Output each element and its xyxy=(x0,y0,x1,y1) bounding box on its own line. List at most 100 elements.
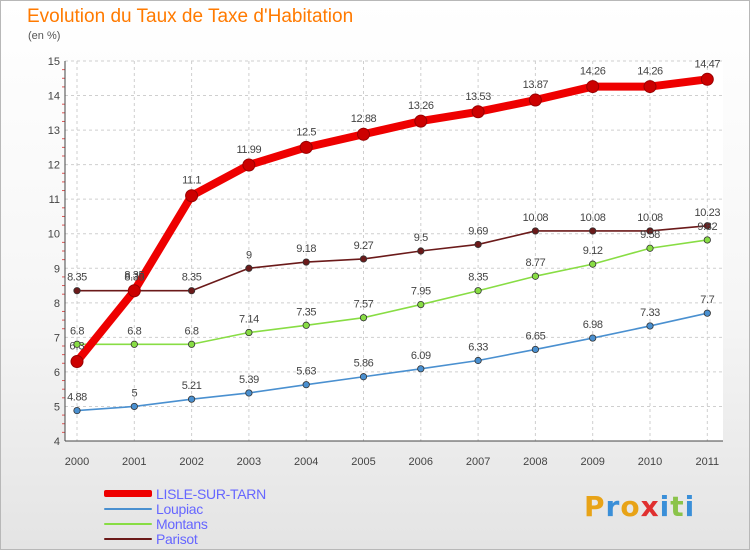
proxiti-logo: Proxiti xyxy=(584,490,695,523)
data-point-loupiac xyxy=(188,395,196,403)
legend-item-montans: Montans xyxy=(104,515,266,532)
data-label-lisle-sur-tarn: 12.88 xyxy=(351,113,377,125)
data-point-loupiac xyxy=(474,356,482,365)
data-point-montans xyxy=(417,300,425,309)
x-tick-label: 2007 xyxy=(466,456,490,468)
data-label-loupiac: 4.88 xyxy=(67,392,87,404)
x-tick-label: 2008 xyxy=(523,456,547,468)
data-label-montans: 6.8 xyxy=(185,325,199,337)
data-point-loupiac xyxy=(302,381,310,389)
data-point-parisot xyxy=(188,287,196,295)
data-label-lisle-sur-tarn: 13.53 xyxy=(465,91,491,103)
data-label-loupiac: 6.65 xyxy=(525,330,545,342)
data-label-montans: 6.8 xyxy=(127,325,141,337)
data-label-loupiac: 6.98 xyxy=(583,319,603,331)
data-label-montans: 6.8 xyxy=(70,325,84,337)
plot-area xyxy=(65,61,723,441)
data-label-parisot: 10.08 xyxy=(523,212,549,224)
series-line-parisot xyxy=(76,224,709,292)
data-label-parisot: 9.5 xyxy=(414,232,428,244)
data-point-loupiac xyxy=(359,373,368,381)
logo-letter: P xyxy=(584,490,606,523)
data-point-lisle-sur-tarn xyxy=(185,189,199,203)
x-tick-label: 2011 xyxy=(695,456,719,468)
data-point-lisle-sur-tarn xyxy=(299,140,313,154)
data-label-parisot: 8.35 xyxy=(67,272,87,284)
data-label-loupiac: 7.33 xyxy=(640,307,660,319)
data-point-lisle-sur-tarn xyxy=(643,80,657,94)
data-label-lisle-sur-tarn: 8.35 xyxy=(124,270,144,282)
data-point-parisot xyxy=(73,287,81,295)
data-point-parisot xyxy=(417,247,425,255)
data-point-loupiac xyxy=(130,402,138,411)
data-point-lisle-sur-tarn xyxy=(700,72,714,86)
x-tick-label: 2000 xyxy=(65,456,89,468)
data-label-parisot: 10.08 xyxy=(580,212,606,224)
data-label-montans: 7.95 xyxy=(411,286,431,298)
data-label-montans: 7.35 xyxy=(296,306,316,318)
legend-item-loupiac: Loupiac xyxy=(104,501,266,517)
legend-swatch xyxy=(104,537,152,540)
data-point-parisot xyxy=(359,255,368,263)
x-tick-label: 2006 xyxy=(409,456,433,468)
data-point-loupiac xyxy=(703,309,711,317)
logo-letter: i xyxy=(684,490,696,523)
legend-label: LISLE-SUR-TARN xyxy=(156,485,266,502)
x-tick-label: 2001 xyxy=(122,456,146,468)
legend-label: Montans xyxy=(156,515,208,532)
data-label-parisot: 8.35 xyxy=(182,272,202,284)
data-label-parisot: 9.18 xyxy=(296,243,316,255)
data-point-lisle-sur-tarn xyxy=(586,80,600,94)
y-tick-label: 5 xyxy=(54,401,60,413)
data-point-lisle-sur-tarn xyxy=(528,93,542,107)
data-label-loupiac: 7.7 xyxy=(700,294,714,306)
data-label-extra: 6.3 xyxy=(69,341,84,353)
data-point-montans xyxy=(703,236,711,244)
logo-letter: r xyxy=(605,490,621,523)
y-tick-label: 15 xyxy=(48,56,60,68)
data-point-montans xyxy=(531,272,540,280)
y-tick-label: 14 xyxy=(48,91,60,103)
data-label-loupiac: 5.63 xyxy=(296,366,316,378)
data-point-loupiac xyxy=(417,365,425,373)
data-point-parisot xyxy=(474,240,482,249)
y-tick-label: 12 xyxy=(48,160,60,172)
data-point-montans xyxy=(73,340,81,348)
logo-letter: i xyxy=(659,490,671,523)
legend-swatch xyxy=(104,507,152,510)
data-label-montans: 9.58 xyxy=(640,229,660,241)
data-label-loupiac: 6.33 xyxy=(468,342,488,354)
series-line-montans xyxy=(76,239,709,346)
legend-item-lisle-sur-tarn: LISLE-SUR-TARN xyxy=(104,485,266,502)
data-label-lisle-sur-tarn: 14.47 xyxy=(695,58,721,70)
y-tick-label: 8 xyxy=(54,298,60,310)
data-point-parisot xyxy=(703,222,711,230)
x-tick-label: 2003 xyxy=(237,456,261,468)
data-label-lisle-sur-tarn: 13.26 xyxy=(408,100,434,112)
data-point-montans xyxy=(302,321,310,329)
data-point-lisle-sur-tarn xyxy=(70,355,84,369)
x-tick-label: 2005 xyxy=(351,456,375,468)
data-label-lisle-sur-tarn: 14.26 xyxy=(580,66,606,78)
data-point-montans xyxy=(245,328,253,337)
data-point-montans xyxy=(474,287,482,295)
data-label-lisle-sur-tarn: 13.87 xyxy=(523,79,549,91)
data-label-parisot: 10.08 xyxy=(637,212,663,224)
unit-label: (en %) xyxy=(28,30,61,42)
logo-letter: x xyxy=(640,490,660,523)
data-label-montans: 9.82 xyxy=(697,221,717,233)
data-point-loupiac xyxy=(646,322,654,330)
data-point-montans xyxy=(359,314,368,322)
data-label-montans: 9.12 xyxy=(583,245,603,257)
y-tick-label: 7 xyxy=(54,332,60,344)
legend-item-parisot: Parisot xyxy=(104,531,266,547)
x-tick-label: 2004 xyxy=(294,456,318,468)
y-tick-label: 4 xyxy=(54,436,60,448)
chart-title: Evolution du Taux de Taxe d'Habitation xyxy=(27,6,354,27)
data-label-montans: 8.77 xyxy=(525,257,545,269)
data-point-montans xyxy=(589,260,597,268)
data-point-montans xyxy=(188,340,196,348)
x-tick-label: 2002 xyxy=(179,456,203,468)
